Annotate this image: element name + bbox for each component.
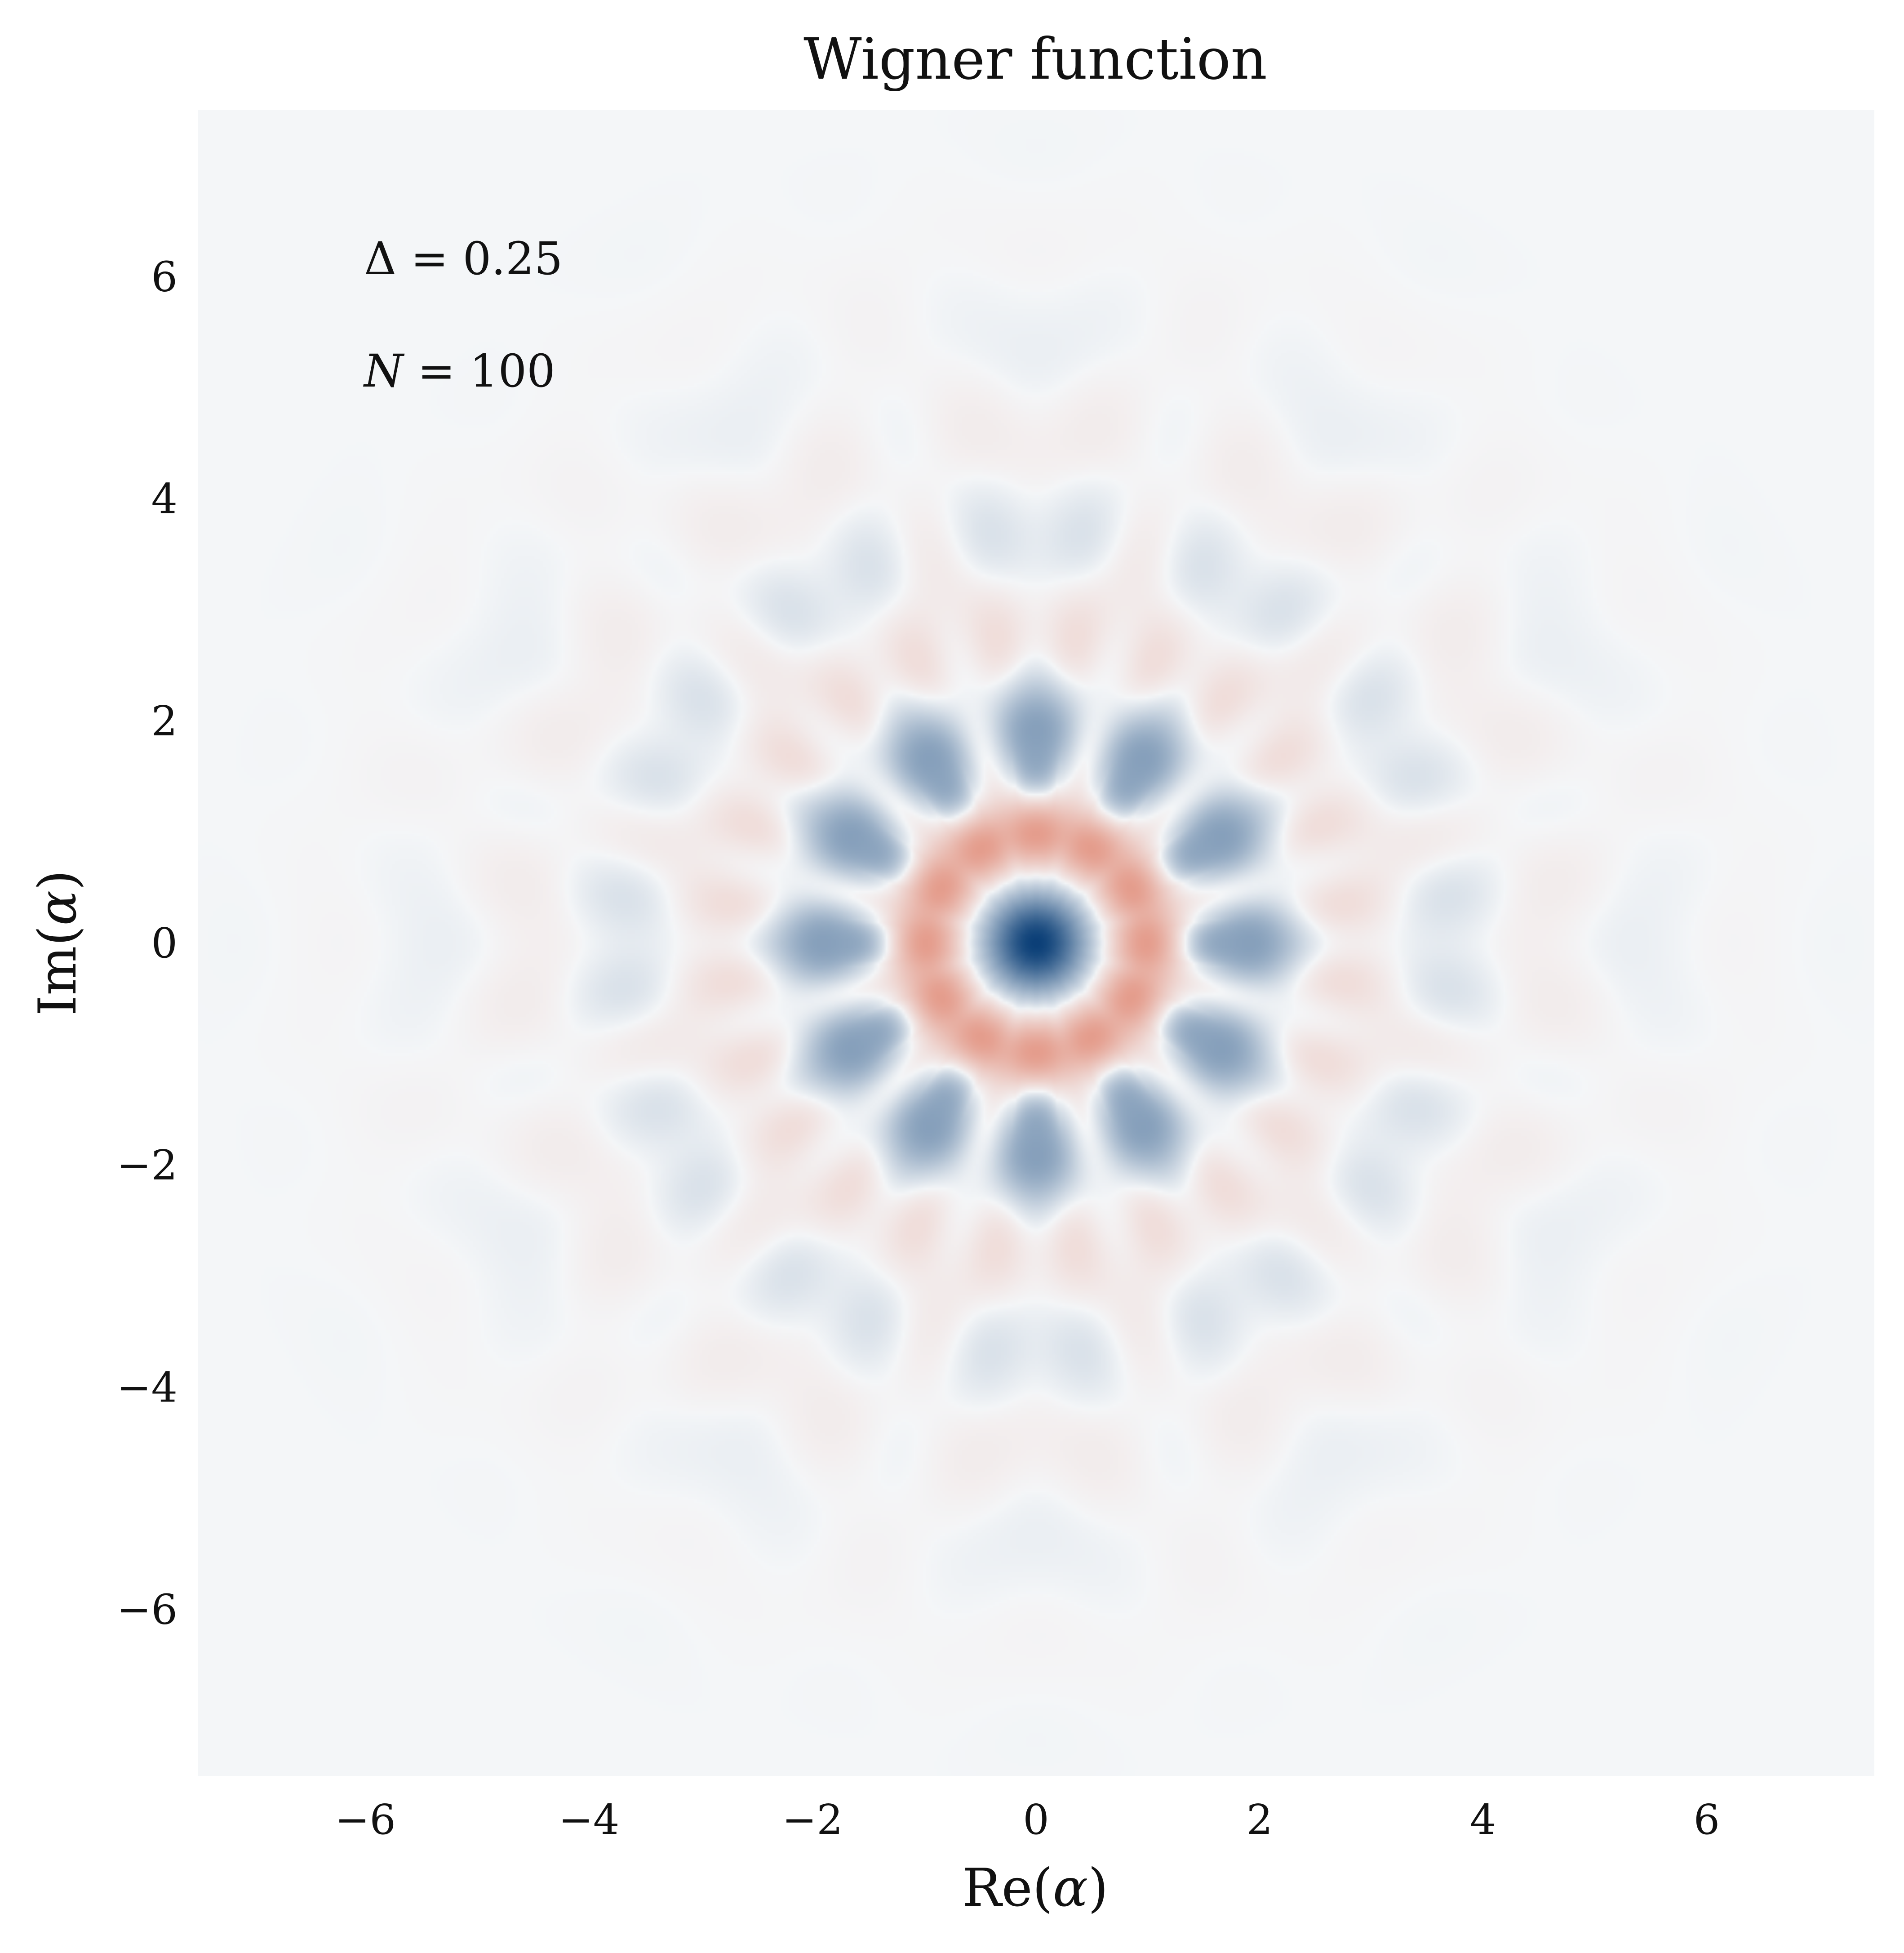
x-axis-label-pre: Re( — [963, 1858, 1053, 1918]
x-tick-label: −2 — [782, 1796, 843, 1844]
y-tick-label: 2 — [151, 697, 178, 745]
y-tick-label: 6 — [151, 253, 178, 301]
annotation-n-eq: = — [404, 345, 470, 397]
heatmap-image — [198, 110, 1874, 1776]
annotation-delta-eq: = — [396, 232, 462, 285]
x-axis-ticks: −6 −4 −2 0 2 4 6 — [335, 1796, 1720, 1844]
x-axis-label-var: α — [1053, 1858, 1088, 1918]
x-tick-label: 2 — [1247, 1796, 1273, 1844]
annotation-n: N = 100 — [363, 345, 555, 397]
x-axis-label-post: ) — [1088, 1858, 1108, 1918]
x-tick-label: 6 — [1694, 1796, 1720, 1844]
x-tick-label: 4 — [1470, 1796, 1496, 1844]
annotation-delta-value: 0.25 — [463, 232, 563, 285]
y-axis-label: Im(α) — [27, 870, 88, 1016]
y-tick-label: −2 — [116, 1141, 178, 1189]
y-axis-ticks: −6 −4 −2 0 2 4 6 — [116, 253, 178, 1634]
annotation-delta: Δ = 0.25 — [364, 232, 563, 285]
annotation-n-value: 100 — [470, 345, 555, 397]
y-tick-label: −6 — [116, 1585, 178, 1633]
annotation-n-symbol: N — [363, 345, 405, 397]
y-axis-label-post: ) — [27, 870, 88, 890]
y-axis-label-var: α — [27, 890, 88, 925]
x-axis-label: Re(α) — [963, 1858, 1109, 1918]
y-axis-label-pre: Im( — [27, 925, 88, 1016]
chart-title: Wigner function — [803, 26, 1267, 92]
x-tick-label: 0 — [1023, 1796, 1049, 1844]
plot-area — [198, 110, 1874, 1776]
y-tick-label: 0 — [151, 919, 178, 967]
y-tick-label: −4 — [116, 1363, 178, 1411]
annotation-delta-symbol: Δ — [364, 232, 396, 285]
x-tick-label: −4 — [559, 1796, 620, 1844]
x-tick-label: −6 — [335, 1796, 396, 1844]
y-tick-label: 4 — [151, 475, 178, 523]
